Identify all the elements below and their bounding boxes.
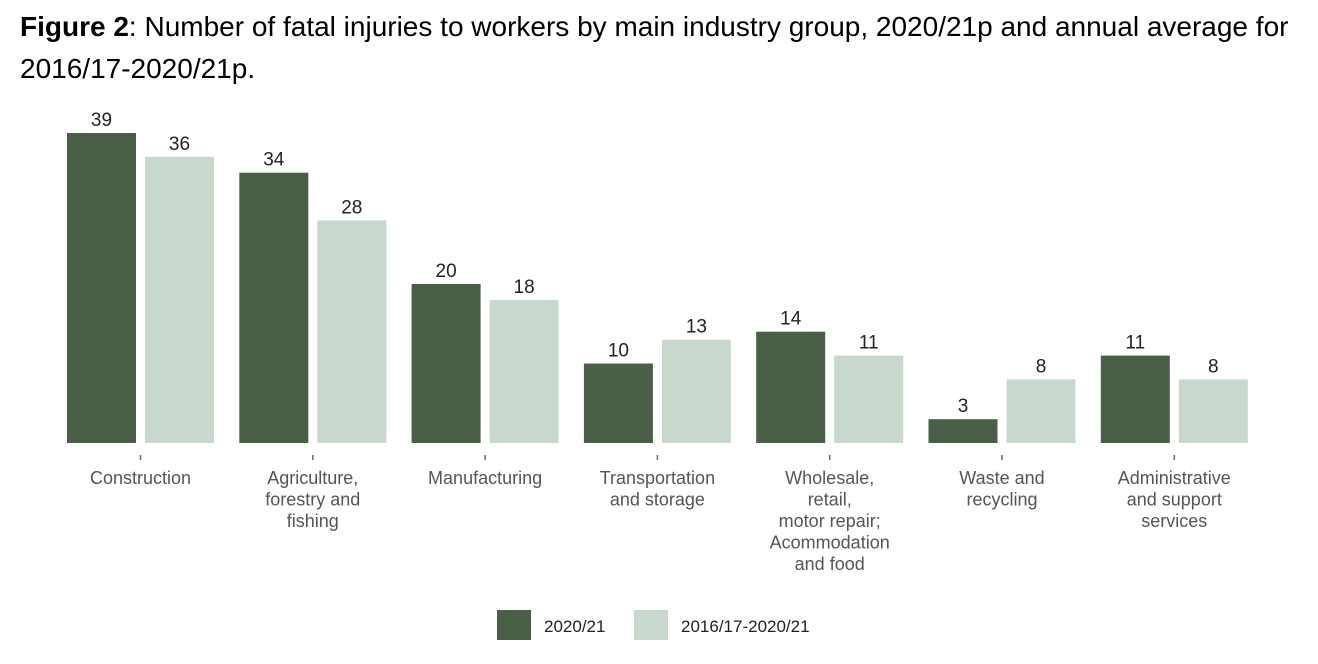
category-label-line: and food [795,554,865,574]
category-labels-layer: Construction Agriculture, forestry and fish… [90,468,1231,574]
category-label-wholesale-retail-motor-repair-acommodation-and-food: Wholesale, retail, motor repair; Acommodati… [770,468,890,574]
data-label-wholesale-retail-motor-repair-acommodation-and-food-2020-21: 14 [780,309,802,330]
bar-construction-2020-21 [67,133,136,443]
category-label-line: retail, [808,490,852,510]
category-label-construction: Construction [90,468,191,488]
category-label-line: services [1141,511,1207,531]
data-label-wholesale-retail-motor-repair-acommodation-and-food-2016-17-2020-21: 11 [859,333,879,354]
bar-manufacturing-2016-17-2020-21 [489,299,559,443]
data-label-manufacturing-2020-21: 20 [436,261,457,282]
bar-construction-2016-17-2020-21 [145,156,214,444]
category-label-line: Construction [90,468,191,488]
data-label-administrative-and-support-services-2020-21: 11 [1125,333,1145,354]
bar-waste-and-recycling-2016-17-2020-21 [1006,379,1076,443]
figure-caption: : Number of fatal injuries to workers by… [20,11,1289,84]
category-label-line: Transportation [600,468,715,488]
data-label-waste-and-recycling-2020-21: 3 [958,396,969,417]
legend-swatch-2016-17-2020-21 [634,610,668,640]
category-label-line: and support [1127,490,1222,510]
data-label-transportation-and-storage-2020-21: 10 [608,341,629,362]
data-label-construction-2016-17-2020-21: 36 [169,134,190,155]
data-label-waste-and-recycling-2016-17-2020-21: 8 [1036,356,1047,377]
data-label-construction-2020-21: 39 [91,110,112,131]
bar-administrative-and-support-services-2020-21 [1100,355,1170,443]
category-label-line: Waste and [959,468,1044,488]
category-label-line: Wholesale, [785,468,874,488]
data-label-manufacturing-2016-17-2020-21: 18 [514,277,535,298]
category-label-line: motor repair; [779,511,881,531]
bar-wholesale-retail-motor-repair-acommodation-and-food-2020-21 [756,331,826,443]
data-label-administrative-and-support-services-2016-17-2020-21: 8 [1208,356,1219,377]
category-label-line: fishing [287,511,339,531]
category-label-line: Manufacturing [428,468,542,488]
bar-waste-and-recycling-2020-21 [928,419,998,443]
bar-manufacturing-2020-21 [411,284,481,443]
bar-transportation-and-storage-2020-21 [583,363,653,443]
bar-agriculture-forestry-and-fishing-2016-17-2020-21 [317,220,387,443]
data-label-agriculture-forestry-and-fishing-2016-17-2020-21: 28 [341,197,362,218]
chart-title: Figure 2: Number of fatal injuries to wo… [20,6,1310,90]
data-label-transportation-and-storage-2016-17-2020-21: 13 [686,317,707,338]
category-label-line: recycling [966,490,1037,510]
bar-administrative-and-support-services-2016-17-2020-21 [1178,379,1248,443]
bar-agriculture-forestry-and-fishing-2020-21 [239,172,309,443]
category-label-transportation-and-storage: Transportation and storage [600,468,715,510]
bar-wholesale-retail-motor-repair-acommodation-and-food-2016-17-2020-21 [834,355,904,443]
category-label-agriculture-forestry-and-fishing: Agriculture, forestry and fishing [265,468,360,531]
category-label-waste-and-recycling: Waste and recycling [959,468,1044,510]
legend-label-2016-17-2020-21: 2016/17-2020/21 [681,617,810,636]
bars-layer [67,133,1248,444]
legend-label-2020-21: 2020/21 [544,617,605,636]
bar-transportation-and-storage-2016-17-2020-21 [661,339,731,443]
category-label-line: and storage [610,490,705,510]
data-labels-layer: 39 36 34 28 20 18 10 13 14 11 3 8 11 8 [91,110,1219,417]
category-label-line: Administrative [1118,468,1231,488]
legend-swatch-2020-21 [497,610,531,640]
ticks-layer [139,455,1176,460]
category-label-line: forestry and [265,490,360,510]
category-label-line: Agriculture, [267,468,358,488]
category-label-manufacturing: Manufacturing [428,468,542,488]
figure-label: Figure 2 [20,11,129,42]
data-label-agriculture-forestry-and-fishing-2020-21: 34 [263,150,285,171]
category-label-line: Acommodation [770,533,890,553]
category-label-administrative-and-support-services: Administrative and support services [1118,468,1231,531]
legend: 2020/21 2016/17-2020/21 [497,610,810,640]
